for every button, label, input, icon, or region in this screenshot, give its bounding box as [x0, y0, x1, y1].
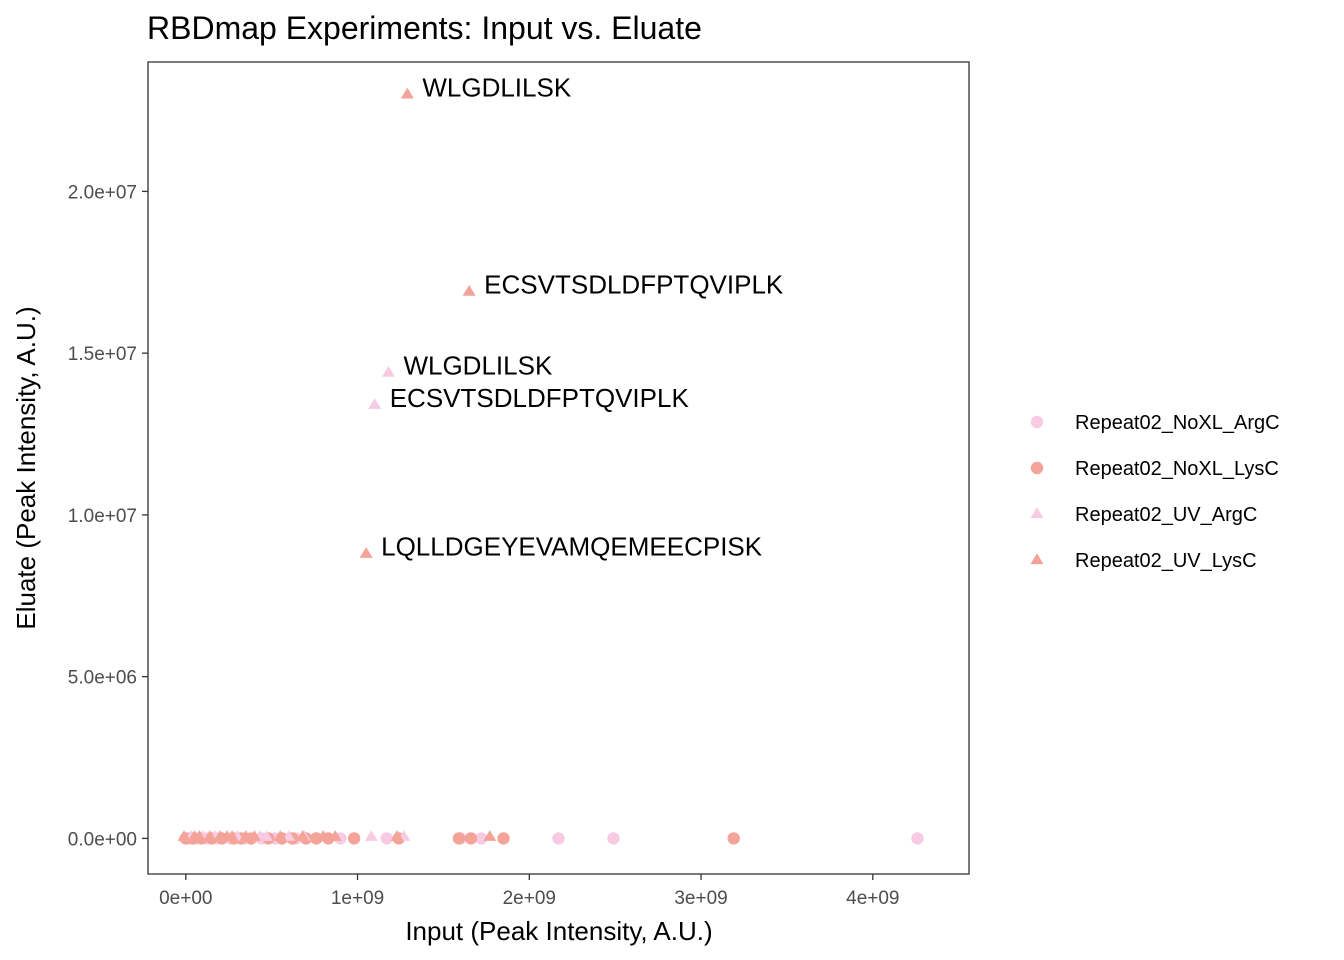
x-axis: 0e+00 1e+09 2e+09 3e+09 4e+09	[159, 874, 900, 909]
point-label: LQLLDGEYEVAMQEMEECPISK	[381, 532, 763, 562]
y-tick-label: 5.0e+06	[68, 668, 137, 689]
chart-title: RBDmap Experiments: Input vs. Eluate	[147, 10, 702, 46]
data-point	[483, 830, 497, 841]
data-point	[475, 832, 488, 845]
data-point	[452, 832, 466, 845]
data-point	[727, 832, 740, 845]
legend-label: Repeat02_NoXL_ArgC	[1075, 412, 1280, 434]
legend-key	[1030, 553, 1044, 565]
x-tick-label: 1e+09	[331, 888, 384, 909]
data-point	[359, 547, 373, 558]
data-point	[390, 830, 404, 841]
data-points	[177, 87, 924, 845]
data-point	[400, 87, 414, 99]
y-axis-title: Eluate (Peak Intensity, A.U.)	[11, 306, 41, 629]
data-point	[247, 830, 261, 841]
data-point	[273, 830, 287, 841]
y-tick-label: 1.0e+07	[68, 506, 137, 527]
data-point	[380, 832, 393, 845]
legend-label: Repeat02_NoXL_LysC	[1075, 458, 1279, 480]
data-point	[464, 832, 478, 845]
y-tick-label: 1.5e+07	[68, 344, 137, 365]
data-point	[225, 830, 239, 841]
data-point	[177, 830, 191, 841]
data-point	[462, 284, 476, 296]
y-tick-label: 2.0e+07	[68, 182, 137, 203]
x-tick-label: 3e+09	[674, 888, 727, 909]
point-label: WLGDLILSK	[403, 351, 552, 381]
legend: Repeat02_NoXL_ArgC Repeat02_NoXL_LysC Repe…	[1030, 412, 1280, 572]
legend-label: Repeat02_UV_LysC	[1075, 550, 1257, 572]
data-point	[316, 830, 330, 841]
legend-key	[1030, 461, 1044, 475]
x-tick-label: 2e+09	[503, 888, 556, 909]
data-point	[347, 832, 361, 845]
data-point	[364, 830, 378, 841]
data-point	[911, 832, 924, 845]
data-point	[282, 830, 296, 841]
legend-key	[1030, 507, 1044, 519]
point-label: WLGDLILSK	[422, 72, 571, 102]
y-axis: 0.0e+00 5.0e+06 1.0e+07 1.5e+07 2.0e+07	[68, 182, 148, 850]
point-annotations: WLGDLILSKECSVTSDLDFPTQVIPLKWLGDLILSKECSV…	[381, 72, 784, 561]
x-axis-title: Input (Peak Intensity, A.U.)	[405, 916, 712, 946]
data-point	[497, 832, 510, 845]
data-point	[203, 830, 217, 841]
point-label: ECSVTSDLDFPTQVIPLK	[484, 270, 784, 300]
data-point	[260, 830, 274, 841]
data-point	[381, 365, 395, 377]
plot-panel	[147, 61, 970, 875]
y-tick-label: 0.0e+00	[68, 829, 137, 850]
legend-label: Repeat02_UV_ArgC	[1075, 504, 1257, 526]
data-point	[607, 832, 620, 845]
point-label: ECSVTSDLDFPTQVIPLK	[390, 383, 690, 413]
data-point	[296, 830, 310, 841]
legend-key	[1030, 415, 1044, 429]
data-point	[552, 832, 565, 845]
data-point	[310, 832, 323, 845]
data-point	[368, 398, 382, 410]
data-point	[193, 830, 207, 841]
x-tick-label: 4e+09	[846, 888, 899, 909]
x-tick-label: 0e+00	[159, 888, 212, 909]
data-point	[239, 830, 253, 841]
data-point	[328, 830, 342, 841]
